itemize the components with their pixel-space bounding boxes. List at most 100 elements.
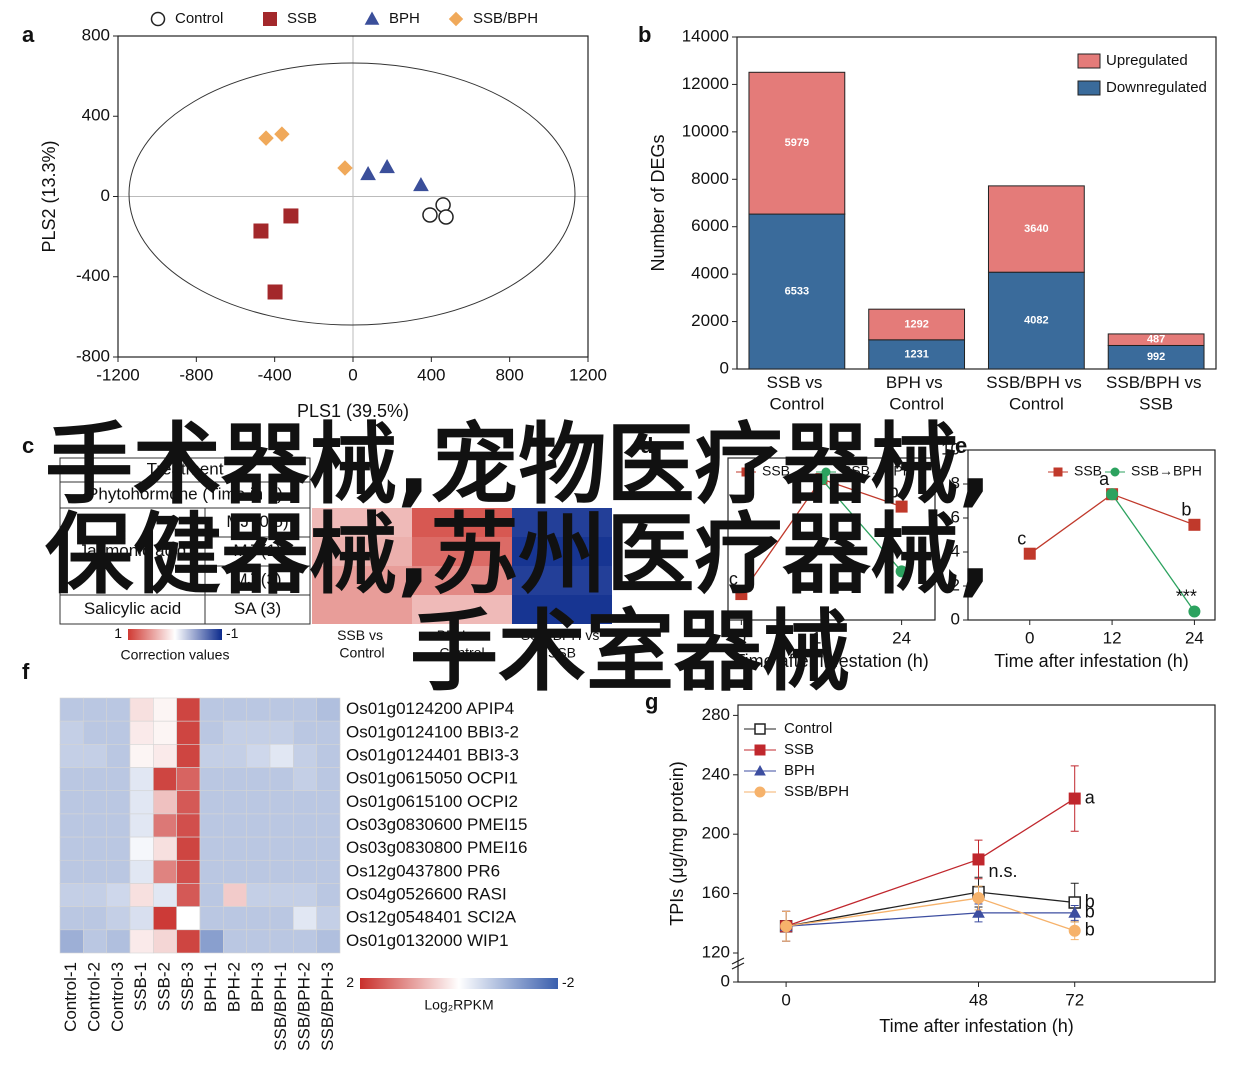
watermark-text: 保健器械,苏州医疗器械,: [45, 503, 992, 606]
y-tick-label: 0: [951, 609, 960, 628]
heatmap-cell: [316, 790, 341, 815]
x-tick-label: 800: [495, 365, 523, 384]
heatmap-cell: [199, 697, 224, 722]
heatmap-cell: [316, 767, 341, 792]
plot-frame: [727, 457, 936, 621]
heatmap-cell: [83, 836, 107, 861]
heatmap-cell: [293, 859, 317, 884]
heatmap-cell: [83, 906, 107, 931]
bar-value-label: 6533: [785, 285, 809, 297]
heatmap-cell: [199, 813, 224, 838]
heatmap-cell: [153, 813, 177, 838]
series-line: [785, 891, 1075, 927]
y-tick-label: 8: [951, 473, 960, 492]
heatmap-cell: [129, 767, 154, 792]
row-label: Os12g0548401 SCI2A: [346, 908, 517, 927]
heatmap-cell: [246, 697, 271, 722]
point: [283, 208, 299, 224]
heatmap-cell: [129, 790, 154, 815]
heatmap-cell: [269, 929, 294, 954]
point: [735, 588, 748, 601]
panel-label: a: [22, 22, 35, 47]
bar-value-label: 1231: [904, 348, 928, 360]
heatmap-cell: [316, 697, 341, 722]
heatmap-cell: [59, 836, 84, 861]
y-axis-label: TPIs (μg/mg protein): [667, 761, 687, 925]
point: [895, 565, 908, 578]
legend-marker: [754, 786, 766, 798]
heatmap-cell: [223, 929, 247, 954]
heatmap-cell: [153, 790, 177, 815]
legend-marker: [150, 11, 166, 27]
heatmap-cell: [106, 697, 131, 722]
heatmap-cell: [293, 720, 317, 745]
heatmap-cell: [106, 744, 131, 768]
table-subheader: Phytohormone (Time in h): [87, 484, 283, 503]
heatmap-cell: [293, 929, 317, 954]
heatmap-cell: [246, 790, 271, 815]
heatmap-cell: [106, 883, 131, 907]
y-tick-label: 0: [720, 358, 729, 377]
legend-label: Control: [175, 10, 223, 27]
point-label: b: [1085, 919, 1095, 939]
heatmap-cell: [59, 859, 84, 884]
heatmap-cell: [83, 697, 107, 722]
y-tick-label: 200: [702, 824, 730, 843]
colorbar-tick-label: -1: [226, 625, 239, 641]
y-axis-label: Number of DEGs: [648, 134, 668, 271]
x-tick-label: 12: [812, 628, 831, 647]
heatmap-cell: [246, 836, 271, 861]
y-tick-label: 10: [941, 439, 960, 458]
y-tick-label: 2: [951, 575, 960, 594]
x-tick-label: -800: [179, 365, 213, 384]
panel-label: g: [645, 689, 658, 714]
point-label: b: [889, 481, 899, 501]
heatmap-cell: [312, 595, 412, 624]
y-tick-label: 400: [82, 106, 110, 125]
heatmap-cell: [106, 767, 131, 792]
point: [253, 223, 269, 239]
point-label: a: [1085, 787, 1096, 807]
x-axis-label: Time after infestation (h): [734, 651, 928, 671]
heatmap-cell: [153, 697, 177, 722]
heatmap-cell: [246, 929, 271, 954]
heatmap-cell: [223, 813, 247, 838]
legend-marker: [821, 467, 831, 477]
legend-label: SSB→BPH: [842, 463, 913, 479]
heatmap-cell: [512, 508, 612, 537]
heatmap-cell: [293, 790, 317, 815]
plot-frame: [736, 36, 1217, 370]
column-label: SSB-2: [154, 962, 173, 1011]
watermark: 手术器械,宠物医疗器械, 保健器械,苏州医疗器械, 手术室器械: [45, 413, 992, 703]
point: [895, 500, 908, 513]
series-line: [1029, 493, 1195, 555]
heatmap-cell: [59, 767, 84, 792]
point: [267, 284, 283, 300]
heatmap-cell: [412, 537, 512, 566]
legend-label: BPH: [784, 762, 815, 779]
heatmap-cell: [293, 744, 317, 768]
heatmap-cell: [129, 859, 154, 884]
heatmap-cell: [269, 790, 294, 815]
legend-marker: [1053, 467, 1063, 477]
legend-label: SSB: [1074, 463, 1102, 479]
heatmap-cell: [412, 508, 512, 537]
heatmap-cell: [223, 790, 247, 815]
bar-value-label: 5979: [785, 137, 809, 149]
series-line: [1111, 493, 1195, 612]
heatmap-cell: [129, 744, 154, 768]
heatmap-cell: [316, 836, 341, 861]
legend-marker: [1110, 467, 1120, 477]
heatmap-cell: [83, 813, 107, 838]
column-label: BPH-1: [201, 962, 220, 1012]
heatmap-cell: [59, 813, 84, 838]
heatmap-cell: [316, 744, 341, 768]
x-tick-label: BPH vs Control: [886, 373, 947, 413]
heatmap-cell: [512, 537, 612, 566]
heatmap-cell: [246, 906, 271, 931]
heatmap-cell: [269, 906, 294, 931]
x-tick-label: -400: [258, 365, 292, 384]
colorbar: [360, 978, 558, 989]
legend-marker: [741, 467, 751, 477]
